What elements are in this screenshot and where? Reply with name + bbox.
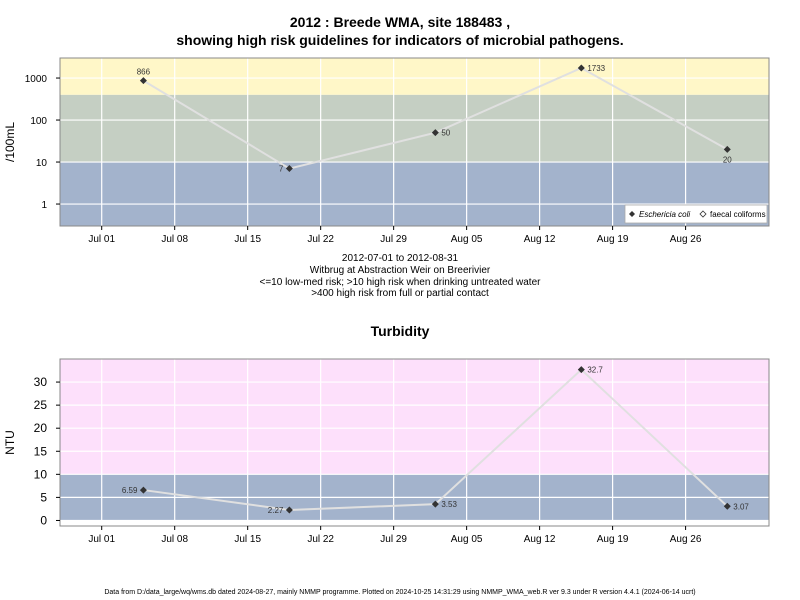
footer-note: Data from D:/data_large/wq/wms.db dated … [104,589,696,596]
chart2-x-tick-label: Jul 15 [234,534,261,545]
chart2-y-tick-label: 5 [40,490,47,504]
chart1-risk-band-3 [60,58,769,95]
chart1-data-point [285,165,293,173]
chart1-data-point [577,64,585,72]
chart2-x-tick-label: Aug 19 [597,534,629,545]
chart2-data-point [431,500,439,508]
chart2-data-label: 6.59 [122,486,138,495]
chart1-data-label: 866 [137,68,151,77]
chart1-x-tick-label: Aug 05 [451,234,483,245]
chart-title-line-2: showing high risk guidelines for indicat… [176,32,624,48]
chart1-data-point [431,129,439,137]
chart2-data-point [577,366,585,374]
chart2-data-label: 2.27 [268,506,284,515]
chart1-legend-marker-faecal [699,210,707,218]
chart1-x-tick-label: Jul 08 [161,234,188,245]
chart2-data-label: 3.53 [441,500,457,509]
chart1-x-tick-label: Jul 15 [234,234,261,245]
chart1-y-tick-label: 10 [36,158,48,169]
chart2-y-tick-label: 0 [40,513,47,527]
chart2-data-point [285,506,293,514]
chart-title-line-1: 2012 : Breede WMA, site 188483 , [289,14,511,30]
chart1-legend-label-ecoli: Eschericia coli [639,210,690,219]
chart1-data-label: 1733 [587,64,605,73]
chart1-y-tick-label: 100 [30,116,47,127]
chart1-data-point [139,77,147,85]
chart1-x-tick-label: Aug 19 [597,234,629,245]
chart2-x-tick-label: Aug 05 [451,534,483,545]
chart2-data-point [723,502,731,510]
chart2-x-tick-label: Aug 26 [670,534,702,545]
chart1-x-tick-label: Jul 29 [380,234,407,245]
chart2-data-label: 3.07 [733,502,749,511]
chart1-data-label: 50 [441,129,450,138]
chart2-y-tick-label: 25 [34,398,48,412]
chart2-data-point [139,486,147,494]
caption-risk-drinking: <=10 low-med risk; >10 high risk when dr… [259,277,541,288]
chart1-plot-border [59,57,770,227]
chart1-y-tick-label: 1000 [25,74,48,85]
chart1-legend-box [624,204,768,224]
chart1-data-label: 7 [279,165,284,174]
chart1-x-tick-label: Jul 01 [88,234,115,245]
chart2-y-tick-label: 10 [34,467,48,481]
chart2-y-tick-label: 30 [34,375,48,389]
caption-date-range: 2012-07-01 to 2012-08-31 [341,253,459,264]
chart2-x-tick-label: Aug 12 [524,534,556,545]
chart1-data-label: 20 [723,155,732,164]
chart2-x-tick-label: Jul 29 [380,534,407,545]
chart1-x-tick-label: Aug 12 [524,234,556,245]
chart2-y-tick-label: 15 [34,444,48,458]
chart2-x-tick-label: Jul 08 [161,534,188,545]
chart2-x-tick-label: Jul 01 [88,534,115,545]
turbidity-title: Turbidity [370,323,430,339]
caption-risk-contact: >400 high risk from full or partial cont… [311,288,489,299]
chart1-data-point [723,145,731,153]
chart2-data-label: 32.7 [587,366,603,375]
caption-site-name: Witbrug at Abstraction Weir on Breerivie… [309,265,491,276]
chart2-y-tick-label: 20 [34,421,48,435]
chart2-plot-border [59,358,770,527]
chart1-x-tick-label: Jul 22 [307,234,334,245]
chart2-y-axis-label: NTU [3,430,17,455]
chart1-risk-band-2 [60,94,769,163]
chart1-legend-label-faecal: faecal coliforms [710,210,766,219]
chart1-y-tick-label: 1 [41,200,47,211]
chart1-y-axis-label: /100mL [3,122,17,162]
chart2-x-tick-label: Jul 22 [307,534,334,545]
chart1-x-tick-label: Aug 26 [670,234,702,245]
chart1-legend-marker-ecoli [629,211,635,217]
chart2-risk-band-2 [60,359,769,475]
